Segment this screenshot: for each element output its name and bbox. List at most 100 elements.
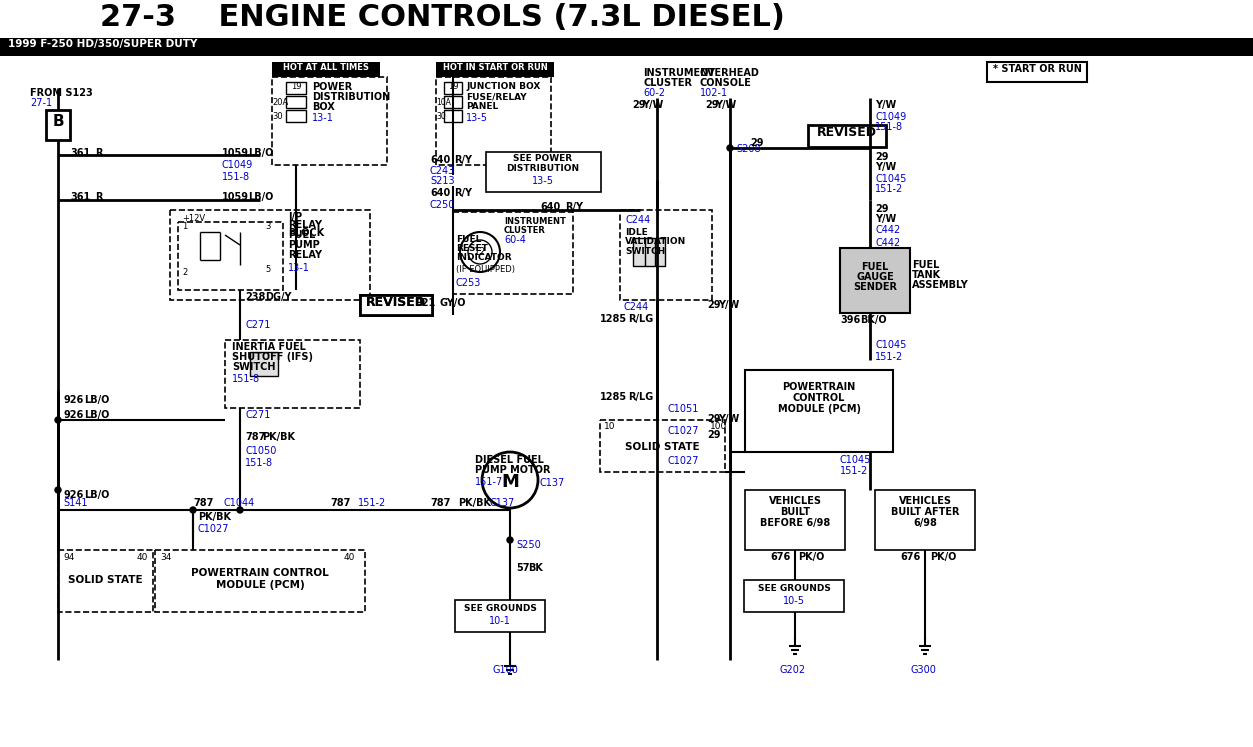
Text: CLUSTER: CLUSTER [504, 226, 546, 235]
Circle shape [190, 507, 195, 513]
Bar [600, 420, 725, 472]
Bar [155, 550, 365, 612]
Bar [170, 210, 370, 300]
Bar [987, 62, 1088, 82]
Text: IDLE: IDLE [625, 228, 648, 237]
Text: 926: 926 [63, 395, 83, 405]
Text: POWERTRAIN: POWERTRAIN [782, 382, 856, 392]
Bar [744, 580, 845, 612]
Text: PK/BK: PK/BK [198, 512, 231, 522]
Text: 29: 29 [875, 152, 888, 162]
Text: C1045: C1045 [875, 174, 906, 184]
Bar [455, 600, 545, 632]
Circle shape [55, 417, 61, 423]
Text: * START OR RUN: * START OR RUN [992, 64, 1081, 74]
Text: PK/BK: PK/BK [459, 498, 491, 508]
Text: 151-8: 151-8 [246, 458, 273, 468]
Text: 13-1: 13-1 [312, 113, 333, 123]
Circle shape [237, 507, 243, 513]
Text: G300: G300 [910, 665, 936, 675]
Text: Y/W: Y/W [718, 414, 739, 424]
Text: SOLID STATE: SOLID STATE [68, 575, 143, 585]
Text: INSTRUMENT: INSTRUMENT [504, 217, 566, 226]
Text: ASSEMBLY: ASSEMBLY [912, 280, 969, 290]
Bar [808, 125, 886, 147]
Text: 238: 238 [246, 292, 266, 302]
Text: R/Y: R/Y [565, 202, 583, 212]
Text: R/LG: R/LG [628, 392, 653, 402]
Text: POWER: POWER [312, 82, 352, 92]
Text: 151-8: 151-8 [232, 374, 261, 384]
Text: BUILT AFTER: BUILT AFTER [891, 507, 960, 517]
Text: VALIDATION: VALIDATION [625, 237, 687, 246]
Text: SHUTOFF (IFS): SHUTOFF (IFS) [232, 352, 313, 362]
Text: 1: 1 [182, 222, 187, 231]
Bar [436, 77, 551, 165]
Text: 57: 57 [516, 563, 530, 573]
Text: PUMP MOTOR: PUMP MOTOR [475, 465, 550, 475]
Text: 926: 926 [63, 490, 83, 500]
Text: 13-5: 13-5 [466, 113, 487, 123]
Bar [272, 77, 387, 165]
Text: C1027: C1027 [198, 524, 229, 534]
Text: BLOCK: BLOCK [288, 228, 325, 238]
Text: C1045: C1045 [875, 340, 906, 350]
Text: 787: 787 [430, 498, 450, 508]
Text: Y/W: Y/W [718, 300, 739, 310]
Text: C271: C271 [246, 410, 271, 420]
Text: 100: 100 [710, 422, 727, 431]
Text: LB/O: LB/O [84, 410, 109, 420]
Text: GAUGE: GAUGE [856, 272, 893, 282]
Text: 10A: 10A [436, 98, 451, 107]
Text: 3: 3 [264, 222, 271, 231]
Text: 640: 640 [430, 188, 450, 198]
Text: BUILT: BUILT [779, 507, 809, 517]
Text: C1049: C1049 [875, 112, 906, 122]
Text: 151-2: 151-2 [875, 352, 903, 362]
Bar [486, 152, 601, 192]
Bar [46, 110, 70, 140]
Text: 29: 29 [875, 204, 888, 214]
Text: G100: G100 [492, 665, 517, 675]
Text: C1045: C1045 [840, 455, 871, 465]
Text: HOT IN START OR RUN: HOT IN START OR RUN [442, 63, 548, 72]
Text: 30: 30 [272, 112, 283, 121]
Bar [286, 110, 306, 122]
Text: Y/W: Y/W [875, 162, 896, 172]
Text: 151-8: 151-8 [222, 172, 251, 182]
Text: Y/W: Y/W [875, 100, 896, 110]
Text: 1285: 1285 [600, 392, 626, 402]
Text: SEE POWER: SEE POWER [514, 154, 573, 163]
Text: C271: C271 [246, 320, 271, 330]
Text: 29: 29 [751, 138, 763, 148]
Text: 361: 361 [70, 148, 90, 158]
Text: G202: G202 [779, 665, 806, 675]
Text: 12: 12 [474, 247, 486, 257]
Bar [840, 248, 910, 313]
Text: FUEL: FUEL [861, 262, 888, 272]
Bar [360, 295, 432, 315]
Text: 102-1: 102-1 [700, 88, 728, 98]
Text: BEFORE 6/98: BEFORE 6/98 [759, 518, 831, 528]
Bar [0, 38, 1253, 56]
Bar [444, 96, 462, 108]
Text: PUMP: PUMP [288, 240, 320, 250]
Text: 13-5: 13-5 [533, 176, 554, 186]
Text: Y/W: Y/W [715, 100, 737, 110]
Text: PANEL: PANEL [466, 102, 499, 111]
Text: GY/O: GY/O [440, 298, 466, 308]
Text: OVERHEAD: OVERHEAD [700, 68, 759, 78]
Text: FUEL: FUEL [912, 260, 940, 270]
Text: (IF EQUIPPED): (IF EQUIPPED) [456, 265, 515, 274]
Text: 5: 5 [264, 265, 271, 274]
Text: C442: C442 [875, 238, 900, 248]
Text: BOX: BOX [312, 102, 335, 112]
Text: 921: 921 [415, 298, 435, 308]
Text: S208: S208 [736, 144, 761, 154]
Text: 1285: 1285 [600, 314, 626, 324]
Text: C1051: C1051 [668, 404, 699, 414]
Text: 19: 19 [447, 82, 459, 91]
Text: 151-2: 151-2 [875, 184, 903, 194]
Text: POWERTRAIN CONTROL: POWERTRAIN CONTROL [192, 568, 328, 578]
Text: 640: 640 [430, 155, 450, 165]
